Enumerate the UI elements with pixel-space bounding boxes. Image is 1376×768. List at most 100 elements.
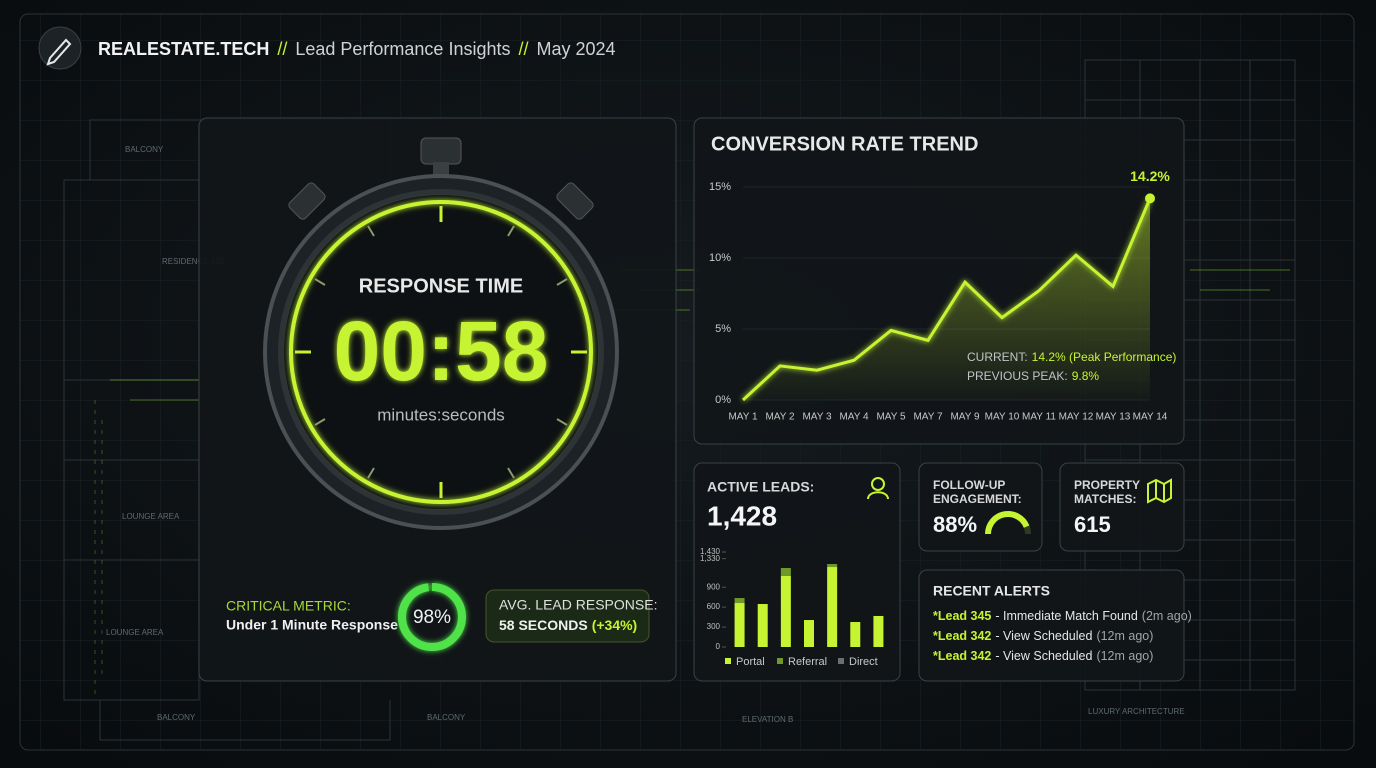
- x-tick-label: MAY 9: [950, 412, 980, 423]
- bar-segment: [850, 622, 861, 647]
- blueprint-labels: BALCONY RESIDENCE 432 LOUNGE AREA LOUNGE AR…: [106, 145, 1185, 724]
- blueprint-label: BALCONY: [427, 713, 466, 722]
- ring-arc: [398, 583, 466, 651]
- legend-swatch: [777, 658, 783, 664]
- x-tick-label: MAY 12: [1059, 412, 1094, 423]
- blueprint-label: ELEVATION B: [742, 715, 793, 724]
- bar-segment: [780, 568, 791, 576]
- legend-label: Portal: [736, 656, 765, 668]
- y-tick-label: 1,330: [700, 554, 721, 563]
- chart-title: CONVERSION RATE TREND: [711, 133, 978, 155]
- leads-label: ACTIVE LEADS:: [707, 479, 814, 495]
- logo-pen: [46, 38, 72, 66]
- alert-text: - View Scheduled: [995, 629, 1092, 643]
- annotation-label: CURRENT:: [967, 350, 1028, 364]
- header-title: Lead Performance Insights: [295, 39, 510, 59]
- alerts-title: RECENT ALERTS: [933, 583, 1050, 599]
- brand: REALESTATE.TECH: [98, 39, 269, 59]
- y-tick-label: 15%: [709, 181, 731, 193]
- header-date: May 2024: [537, 39, 616, 59]
- gauge-arc: [985, 511, 1030, 535]
- y-tick-label: 600: [707, 602, 721, 611]
- critical-text: Under 1 Minute Response: [226, 617, 398, 633]
- response-title: RESPONSE TIME: [359, 275, 523, 297]
- area: [743, 198, 1150, 400]
- alert-text: - Immediate Match Found: [995, 609, 1137, 623]
- alert-lead: *Lead 342: [933, 649, 991, 663]
- x-tick-label: MAY 10: [985, 412, 1020, 423]
- matches-value: 615: [1074, 512, 1111, 537]
- follow-up-card: [918, 462, 1043, 552]
- x-tick-label: MAY 3: [802, 412, 832, 423]
- blueprint-label: RESIDENCE 432: [162, 257, 225, 266]
- y-tick-label: 0: [716, 642, 721, 651]
- bar-segment: [734, 598, 745, 604]
- stopwatch: [263, 137, 619, 530]
- x-tick-label: MAY 2: [765, 412, 795, 423]
- annotation-value: 9.8%: [1072, 369, 1100, 383]
- alert-time: (12m ago): [1096, 649, 1153, 663]
- bar-segment: [827, 567, 838, 647]
- follow-up-value: 88%: [933, 512, 977, 537]
- alert-text: - View Scheduled: [995, 649, 1092, 663]
- alerts-card: [918, 569, 1185, 682]
- follow-up-label: FOLLOW-UP: [933, 478, 1005, 492]
- annotation-value: 14.2% (Peak Performance): [1032, 350, 1177, 364]
- bar-segment: [827, 564, 838, 568]
- map-icon: [1147, 478, 1172, 504]
- leads-value: 1,428: [707, 500, 777, 531]
- matches-label: MATCHES:: [1074, 492, 1136, 506]
- matches-card: [1059, 462, 1185, 552]
- bar-segment: [757, 604, 768, 647]
- avg-label: AVG. LEAD RESPONSE:: [499, 597, 657, 613]
- alert-time: (12m ago): [1096, 629, 1153, 643]
- y-tick-label: 1,430: [700, 547, 721, 556]
- x-tick-label: MAY 14: [1133, 412, 1168, 423]
- ring-label: 98%: [413, 607, 451, 628]
- alert-lead: *Lead 345: [933, 609, 991, 623]
- legend-swatch: [838, 658, 844, 664]
- annotation-label: PREVIOUS PEAK:: [967, 369, 1068, 383]
- avg-value: 58 SECONDS (+34%): [499, 617, 637, 633]
- legend-swatch: [725, 658, 731, 664]
- x-tick-label: MAY 5: [876, 412, 906, 423]
- bar-segment: [734, 603, 745, 647]
- y-tick-label: 5%: [715, 323, 731, 335]
- x-tick-label: MAY 13: [1096, 412, 1131, 423]
- separator: //: [277, 39, 287, 59]
- response-unit: minutes:seconds: [377, 405, 505, 424]
- alert-lead: *Lead 342: [933, 629, 991, 643]
- bar-segment: [804, 620, 814, 647]
- matches-label: PROPERTY: [1074, 478, 1140, 492]
- alert: *Lead 342 - View Scheduled (12m ago): [933, 649, 1153, 663]
- avg-seconds: 58 SECONDS: [499, 617, 588, 633]
- response-value: 00:58: [334, 304, 549, 398]
- alert-time: (2m ago): [1142, 609, 1192, 623]
- blueprint-label: BALCONY: [157, 713, 196, 722]
- annotation: CURRENT: 14.2% (Peak Performance): [967, 350, 1176, 364]
- legend-label: Referral: [788, 656, 827, 668]
- legend-label: Direct: [849, 656, 878, 668]
- x-tick-label: MAY 4: [839, 412, 869, 423]
- blueprint-label: LOUNGE AREA: [106, 628, 164, 637]
- alert: *Lead 345 - Immediate Match Found (2m ago): [933, 609, 1192, 623]
- person-icon: [867, 477, 889, 500]
- y-tick-label: 900: [707, 582, 721, 591]
- x-tick-label: MAY 7: [913, 412, 943, 423]
- critical-label: CRITICAL METRIC:: [226, 598, 351, 614]
- x-tick-label: MAY 11: [1022, 412, 1056, 423]
- y-tick-label: 10%: [709, 252, 731, 264]
- line: [741, 197, 1152, 402]
- alert: *Lead 342 - View Scheduled (12m ago): [933, 629, 1153, 643]
- header: REALESTATE.TECH // Lead Performance Insigh…: [98, 39, 616, 59]
- blueprint-label: BALCONY: [125, 145, 164, 154]
- y-tick-label: 0%: [715, 394, 731, 406]
- y-tick-label: 300: [707, 622, 721, 631]
- avg-change: (+34%): [592, 617, 638, 633]
- blueprint-label: LOUNGE AREA: [122, 512, 180, 521]
- annotation: PREVIOUS PEAK: 9.8%: [967, 369, 1099, 383]
- blueprint-label: LUXURY ARCHITECTURE: [1088, 707, 1185, 716]
- x-tick-label: MAY 1: [728, 412, 758, 423]
- follow-up-label: ENGAGEMENT:: [933, 492, 1022, 506]
